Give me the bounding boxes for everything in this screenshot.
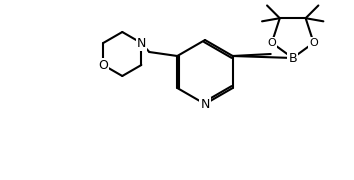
Text: O: O [267,38,276,48]
Text: N: N [200,98,210,111]
Text: N: N [137,37,146,50]
Text: O: O [98,58,108,71]
Text: O: O [309,38,318,48]
Text: B: B [289,51,297,64]
